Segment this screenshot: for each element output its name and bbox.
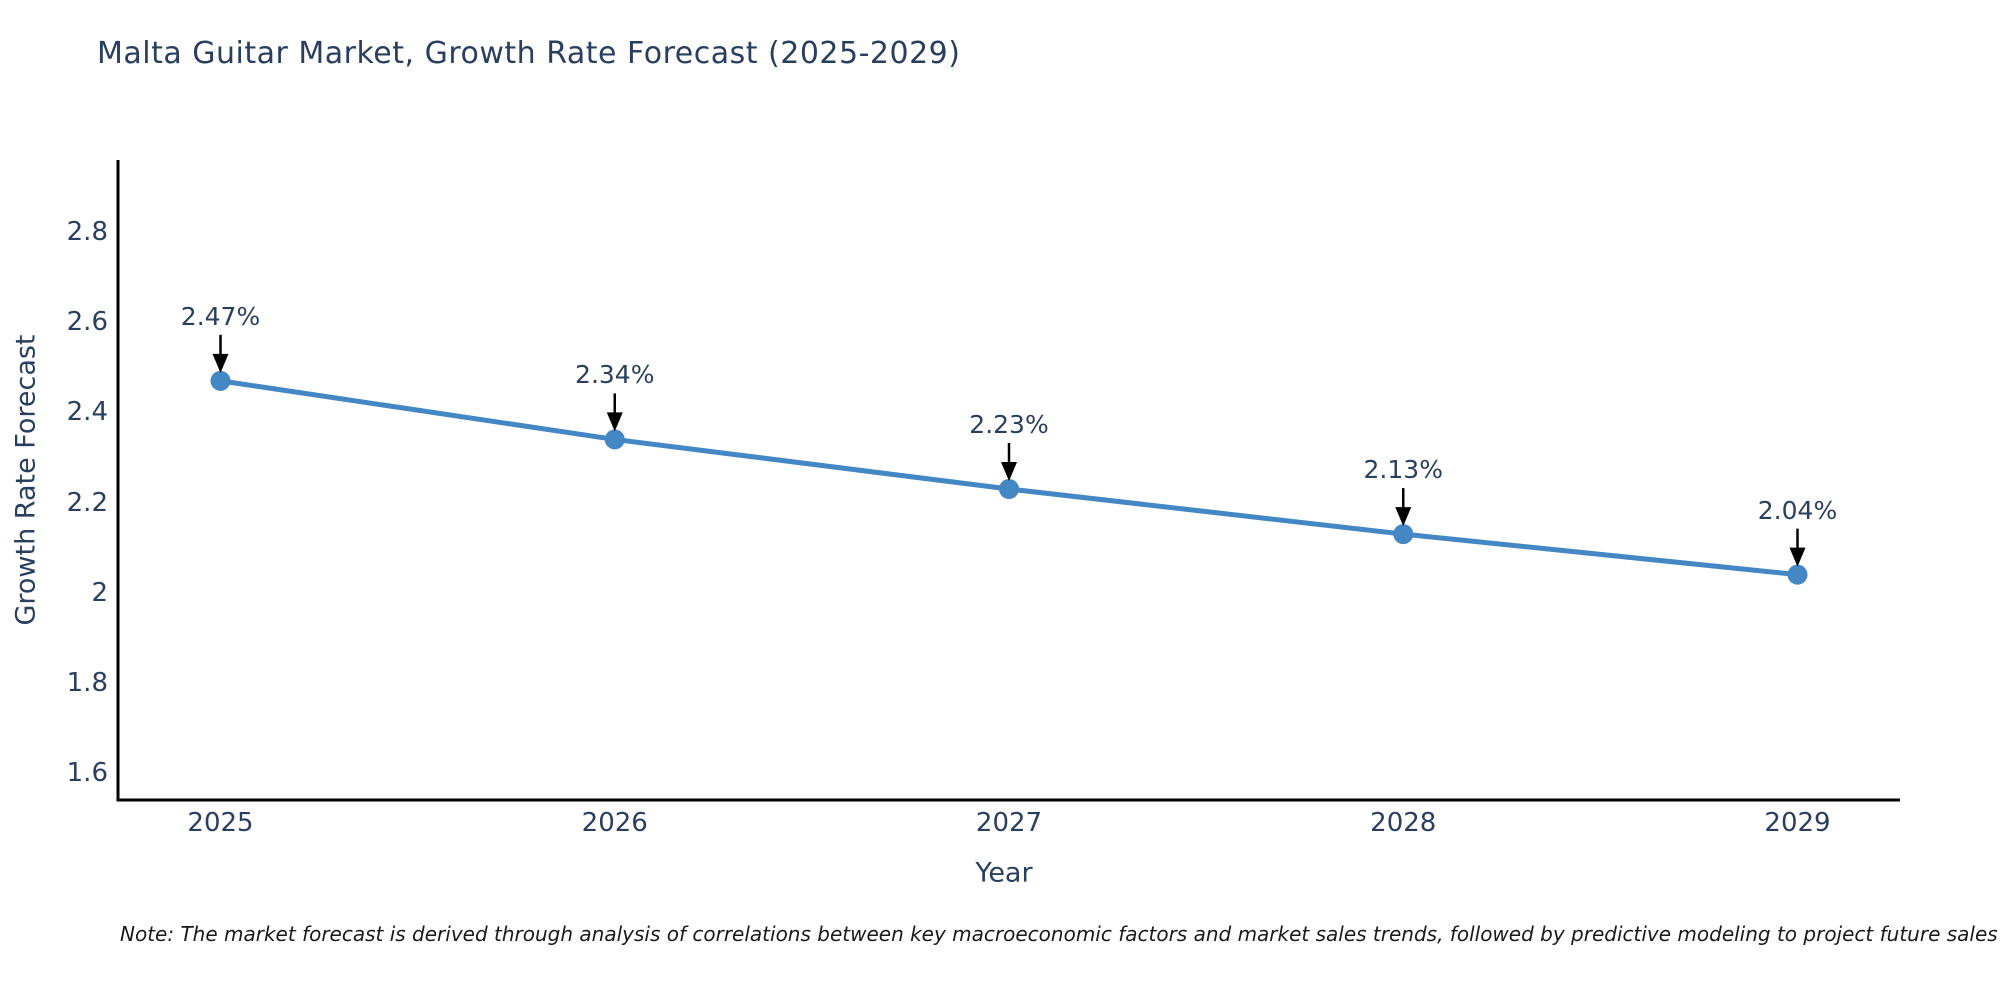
- annotation-arrowhead: [606, 412, 623, 432]
- annotation-arrowhead: [212, 353, 229, 373]
- x-tick-label: 2028: [1370, 808, 1437, 838]
- x-tick-label: 2029: [1764, 808, 1831, 838]
- y-tick-label: 2.8: [66, 217, 108, 248]
- y-tick-label: 2.2: [66, 487, 108, 518]
- y-axis-title: Growth Rate Forecast: [10, 334, 42, 626]
- annotation-arrowhead: [1395, 507, 1412, 527]
- point-annotation: 2.04%: [1757, 495, 1838, 525]
- footnote: Note: The market forecast is derived thr…: [120, 922, 1998, 946]
- x-axis-title: Year: [975, 857, 1033, 889]
- y-tick-label: 1.6: [66, 757, 108, 788]
- data-point-marker: [210, 370, 231, 391]
- data-point-marker: [1393, 524, 1414, 545]
- point-annotation: 2.23%: [969, 410, 1049, 439]
- point-annotation: 2.13%: [1363, 455, 1443, 485]
- x-tick-label: 2027: [975, 808, 1043, 838]
- point-annotation: 2.47%: [180, 301, 261, 331]
- y-tick-label: 2.4: [66, 397, 108, 428]
- annotation-arrowhead: [1789, 547, 1806, 567]
- y-tick-label: 1.8: [66, 667, 108, 698]
- chart-title: Malta Guitar Market, Growth Rate Forecas…: [97, 36, 961, 71]
- point-annotation: 2.34%: [575, 360, 655, 390]
- x-tick-label: 2025: [187, 808, 254, 838]
- x-tick-label: 2026: [581, 808, 648, 838]
- y-tick-label: 2.6: [66, 307, 108, 338]
- data-point-marker: [1787, 564, 1808, 585]
- data-point-marker: [604, 429, 625, 450]
- y-tick-label: 2: [91, 577, 108, 608]
- data-point-marker: [999, 479, 1019, 500]
- annotation-arrowhead: [1001, 462, 1017, 482]
